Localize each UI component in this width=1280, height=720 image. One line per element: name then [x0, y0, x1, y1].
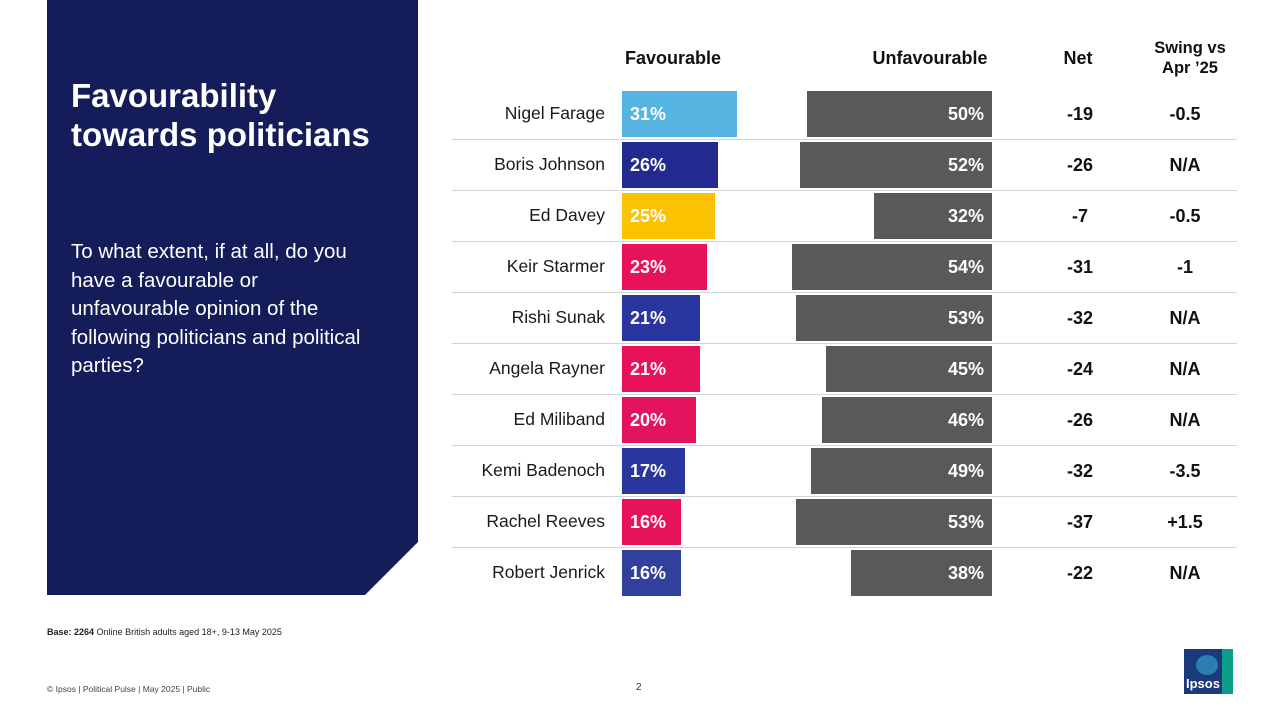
unfavourable-bar: 46%: [821, 397, 992, 443]
row-divider: [452, 547, 1237, 548]
swing-value: N/A: [1169, 410, 1201, 430]
swing-value: N/A: [1169, 563, 1201, 583]
row-divider: [452, 292, 1237, 293]
row-divider: [452, 394, 1237, 395]
favourable-bar: 25%: [622, 193, 715, 239]
unfavourable-value-label: 32%: [947, 206, 984, 226]
survey-question: To what extent, if at all, do you have a…: [71, 240, 361, 377]
row-divider: [452, 139, 1237, 140]
net-value: -37: [1066, 512, 1093, 532]
base-text: Online British adults aged 18+, 9-13 May…: [96, 627, 282, 637]
ipsos-logo: Ipsos: [1184, 649, 1233, 694]
favourable-bar: 21%: [622, 346, 700, 392]
favourable-bar: 23%: [622, 244, 708, 290]
header-swing: Swing vs Apr ’25: [1130, 38, 1250, 78]
favourable-value-label: 17%: [630, 461, 667, 481]
favourable-value-label: 25%: [630, 206, 667, 226]
title-panel: Favourability towards politicians To wha…: [47, 0, 418, 595]
swing-value: N/A: [1169, 359, 1201, 379]
unfavourable-bar: 54%: [792, 244, 992, 290]
favourable-value-label: 26%: [630, 155, 667, 175]
row-label: Nigel Farage: [504, 103, 605, 123]
unfavourable-value-label: 46%: [947, 410, 984, 430]
row-divider: [452, 496, 1237, 497]
unfavourable-value-label: 54%: [947, 257, 984, 277]
page-number: 2: [636, 682, 642, 693]
favourable-bar: 16%: [622, 499, 682, 545]
favourable-value-label: 23%: [630, 257, 667, 277]
unfavourable-bar: 52%: [799, 142, 992, 188]
unfavourable-value-label: 45%: [947, 359, 984, 379]
net-value: -31: [1066, 257, 1093, 277]
favourable-bar: 21%: [622, 295, 700, 341]
row-label: Robert Jenrick: [492, 562, 605, 582]
header-unfavourable: Unfavourable: [872, 48, 988, 68]
row-label: Ed Davey: [529, 205, 605, 225]
net-value: -22: [1066, 563, 1093, 583]
favourable-bar: 20%: [622, 397, 696, 443]
row-label: Rachel Reeves: [486, 511, 605, 531]
row-label: Angela Rayner: [489, 358, 605, 378]
swing-value: +1.5: [1167, 512, 1203, 532]
net-value: -24: [1066, 359, 1093, 379]
row-divider: [452, 190, 1237, 191]
row-divider: [452, 445, 1237, 446]
unfavourable-bar: 49%: [810, 448, 992, 494]
swing-value: -1: [1176, 257, 1193, 277]
header-swing-line1: Swing vs: [1154, 39, 1226, 57]
unfavourable-bar: 38%: [851, 550, 992, 596]
favourable-value-label: 21%: [630, 308, 667, 328]
favourable-value-label: 16%: [630, 512, 667, 532]
net-value: -7: [1071, 206, 1088, 226]
row-label: Ed Miliband: [513, 409, 605, 429]
logo-mark-icon: [1196, 655, 1218, 675]
footer-text: © Ipsos | Political Pulse | May 2025 | P…: [47, 684, 211, 694]
unfavourable-value-label: 53%: [947, 512, 984, 532]
header-net: Net: [1063, 48, 1093, 68]
favourable-value-label: 31%: [630, 104, 667, 124]
unfavourable-bar: 50%: [807, 91, 992, 137]
header-swing-line2: Apr ’25: [1162, 59, 1218, 77]
row-label: Rishi Sunak: [511, 307, 605, 327]
base-label: Base: 2264: [47, 627, 95, 637]
swing-value: -0.5: [1169, 104, 1201, 124]
unfavourable-value-label: 38%: [947, 563, 984, 583]
swing-value: N/A: [1169, 308, 1201, 328]
swing-value: N/A: [1169, 155, 1201, 175]
net-value: -26: [1066, 410, 1093, 430]
unfavourable-value-label: 53%: [947, 308, 984, 328]
unfavourable-value-label: 50%: [947, 104, 984, 124]
favourable-value-label: 16%: [630, 563, 667, 583]
net-value: -32: [1066, 461, 1093, 481]
favourable-value-label: 20%: [630, 410, 667, 430]
net-value: -26: [1066, 155, 1093, 175]
row-divider: [452, 241, 1237, 242]
header-favourable: Favourable: [624, 48, 722, 68]
net-value: -32: [1066, 308, 1093, 328]
row-label: Keir Starmer: [506, 256, 605, 276]
page-title: Favourability towards politicians: [71, 77, 370, 153]
favourable-bar: 16%: [622, 550, 682, 596]
unfavourable-bar: 32%: [873, 193, 992, 239]
net-value: -19: [1066, 104, 1093, 124]
favourable-bar: 17%: [622, 448, 685, 494]
favourable-bar: 26%: [622, 142, 719, 188]
logo-text: Ipsos: [1186, 676, 1220, 691]
row-label: Kemi Badenoch: [481, 460, 605, 480]
favourable-bar: 31%: [622, 91, 737, 137]
unfavourable-value-label: 52%: [947, 155, 984, 175]
favourable-value-label: 21%: [630, 359, 667, 379]
unfavourable-bar: 53%: [795, 295, 992, 341]
row-divider: [452, 343, 1237, 344]
swing-value: -0.5: [1169, 206, 1201, 226]
swing-value: -3.5: [1169, 461, 1201, 481]
unfavourable-bar: 53%: [795, 499, 992, 545]
unfavourable-value-label: 49%: [947, 461, 984, 481]
base-footnote: Base: 2264 Online British adults aged 18…: [47, 627, 282, 637]
unfavourable-bar: 45%: [825, 346, 992, 392]
logo-panel: Ipsos: [1184, 649, 1222, 694]
row-label: Boris Johnson: [494, 154, 605, 174]
